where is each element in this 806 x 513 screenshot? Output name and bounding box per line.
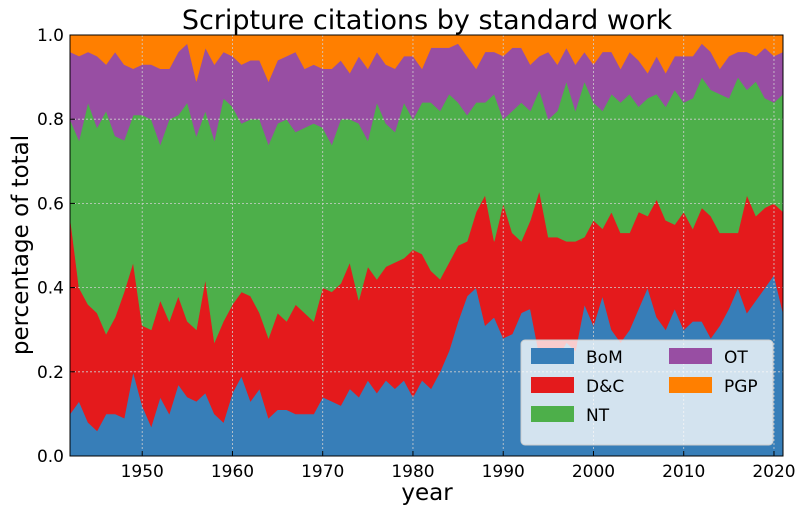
legend-swatch-bom — [531, 348, 574, 364]
y-axis: 0.0 0.2 0.4 0.6 0.8 1.0 — [37, 26, 75, 467]
legend-swatch-ot — [669, 348, 712, 364]
legend-swatch-pgp — [669, 377, 712, 393]
x-tick-label: 1950 — [121, 462, 164, 482]
x-tick-label: 1970 — [301, 462, 344, 482]
x-axis-label: year — [401, 480, 453, 506]
legend-label-pgp: PGP — [724, 377, 758, 397]
legend-label-bom: BoM — [586, 348, 623, 368]
legend-swatch-dandc — [531, 377, 574, 393]
legend-label-dandc: D&C — [586, 377, 624, 397]
legend-box — [520, 339, 774, 446]
y-tick-label: 0.6 — [37, 194, 64, 214]
legend-label-ot: OT — [724, 348, 748, 368]
legend: BoM D&C NT OT PGP — [520, 339, 774, 446]
y-tick-label: 0.2 — [37, 363, 64, 383]
plot-frame — [69, 34, 784, 457]
x-tick-label: 2020 — [752, 462, 795, 482]
x-tick-label: 2010 — [662, 462, 705, 482]
y-tick-label: 0.4 — [37, 279, 64, 299]
x-axis: 1950 1960 1970 1980 1990 2000 2010 2020 — [121, 451, 796, 482]
y-tick-label: 0.0 — [37, 447, 64, 467]
legend-swatch-nt — [531, 406, 574, 422]
legend-label-nt: NT — [586, 406, 610, 426]
y-tick-label: 1.0 — [37, 26, 64, 46]
y-axis-label: percentage of total — [8, 135, 34, 355]
x-tick-label: 1990 — [482, 462, 525, 482]
x-tick-label: 2000 — [572, 462, 615, 482]
x-tick-label: 1980 — [391, 462, 434, 482]
chart-title: Scripture citations by standard work — [182, 5, 673, 36]
x-tick-label: 1960 — [211, 462, 254, 482]
y-tick-label: 0.8 — [37, 110, 64, 130]
